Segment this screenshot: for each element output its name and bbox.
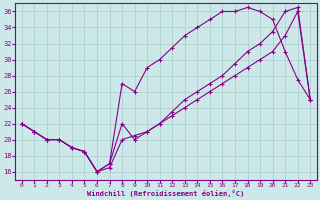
X-axis label: Windchill (Refroidissement éolien,°C): Windchill (Refroidissement éolien,°C) bbox=[87, 190, 244, 197]
